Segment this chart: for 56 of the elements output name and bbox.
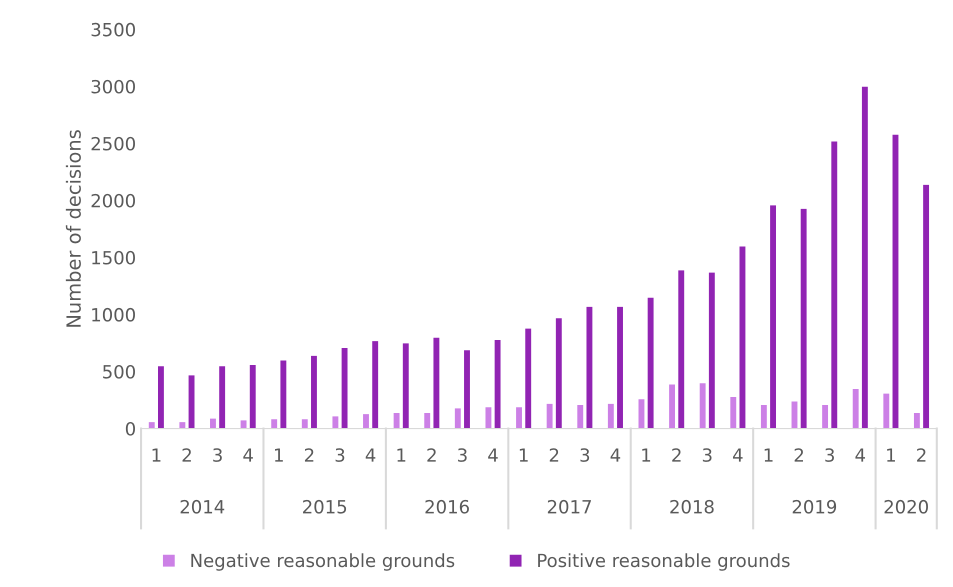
text: 2017 xyxy=(548,500,591,514)
x-tick-label: 3 xyxy=(825,448,834,462)
y-tick-label: 3500 xyxy=(92,22,135,36)
x-tick-label: 2 xyxy=(427,448,436,462)
x-tick-label: 4 xyxy=(855,448,866,462)
y-tick-label: 3000 xyxy=(92,80,135,94)
x-tick-label: 3 xyxy=(213,448,222,462)
x-tick-label: 3 xyxy=(458,448,467,462)
y-tick-label: 0 xyxy=(126,422,135,436)
text: 2014 xyxy=(180,500,224,514)
x-tick-label: 2 xyxy=(550,448,558,462)
bar xyxy=(484,406,492,429)
bar xyxy=(332,416,340,429)
text: 2015 xyxy=(303,500,346,514)
y-tick-label: 1500 xyxy=(92,250,135,265)
x-tick-label: 1 xyxy=(275,448,283,462)
y-tick-label: 1000 xyxy=(92,308,135,322)
x-tick-label: 3 xyxy=(336,448,344,462)
legend-label: Negative reasonable grounds xyxy=(191,553,454,571)
bar xyxy=(494,339,502,429)
y-tick-label: 2500 xyxy=(92,136,135,151)
y-tick-label: 2000 xyxy=(92,194,135,208)
bar xyxy=(340,347,348,429)
x-tick-label: 2 xyxy=(672,448,681,462)
bar xyxy=(922,184,930,429)
bar xyxy=(178,421,186,429)
x-tick-label: 1 xyxy=(642,448,650,462)
bar xyxy=(188,374,196,429)
y-tick-label: 500 xyxy=(103,364,135,379)
x-tick-label: 2 xyxy=(794,448,804,462)
x-tick-label: 1 xyxy=(520,448,528,462)
x-tick-label: 4 xyxy=(243,448,253,462)
x-tick-label: 2 xyxy=(304,448,314,462)
x-tick-label: 1 xyxy=(764,448,773,462)
bar xyxy=(913,412,921,429)
bar xyxy=(769,204,777,429)
x-tick-label: 4 xyxy=(733,448,743,462)
text: 2016 xyxy=(425,500,469,514)
legend-label: Positive reasonable grounds xyxy=(538,553,790,571)
bar xyxy=(760,404,768,429)
x-tick-label: 2 xyxy=(917,448,926,462)
x-tick-label: 3 xyxy=(580,448,590,462)
x-tick-label: 4 xyxy=(366,448,376,462)
x-tick-label: 1 xyxy=(887,448,895,462)
bar xyxy=(638,398,646,429)
x-tick-label: 1 xyxy=(152,448,160,462)
x-tick-label: 4 xyxy=(610,448,620,462)
x-tick-label: 1 xyxy=(397,448,406,462)
bar xyxy=(646,296,654,429)
y-axis-title: Number of decisions xyxy=(66,130,81,327)
x-tick-label: 2 xyxy=(182,448,191,462)
x-tick-label: 3 xyxy=(702,448,712,462)
text: 2020 xyxy=(884,500,928,514)
text: 2019 xyxy=(792,500,836,514)
text: 2018 xyxy=(670,500,714,514)
x-tick-label: 4 xyxy=(488,448,498,462)
